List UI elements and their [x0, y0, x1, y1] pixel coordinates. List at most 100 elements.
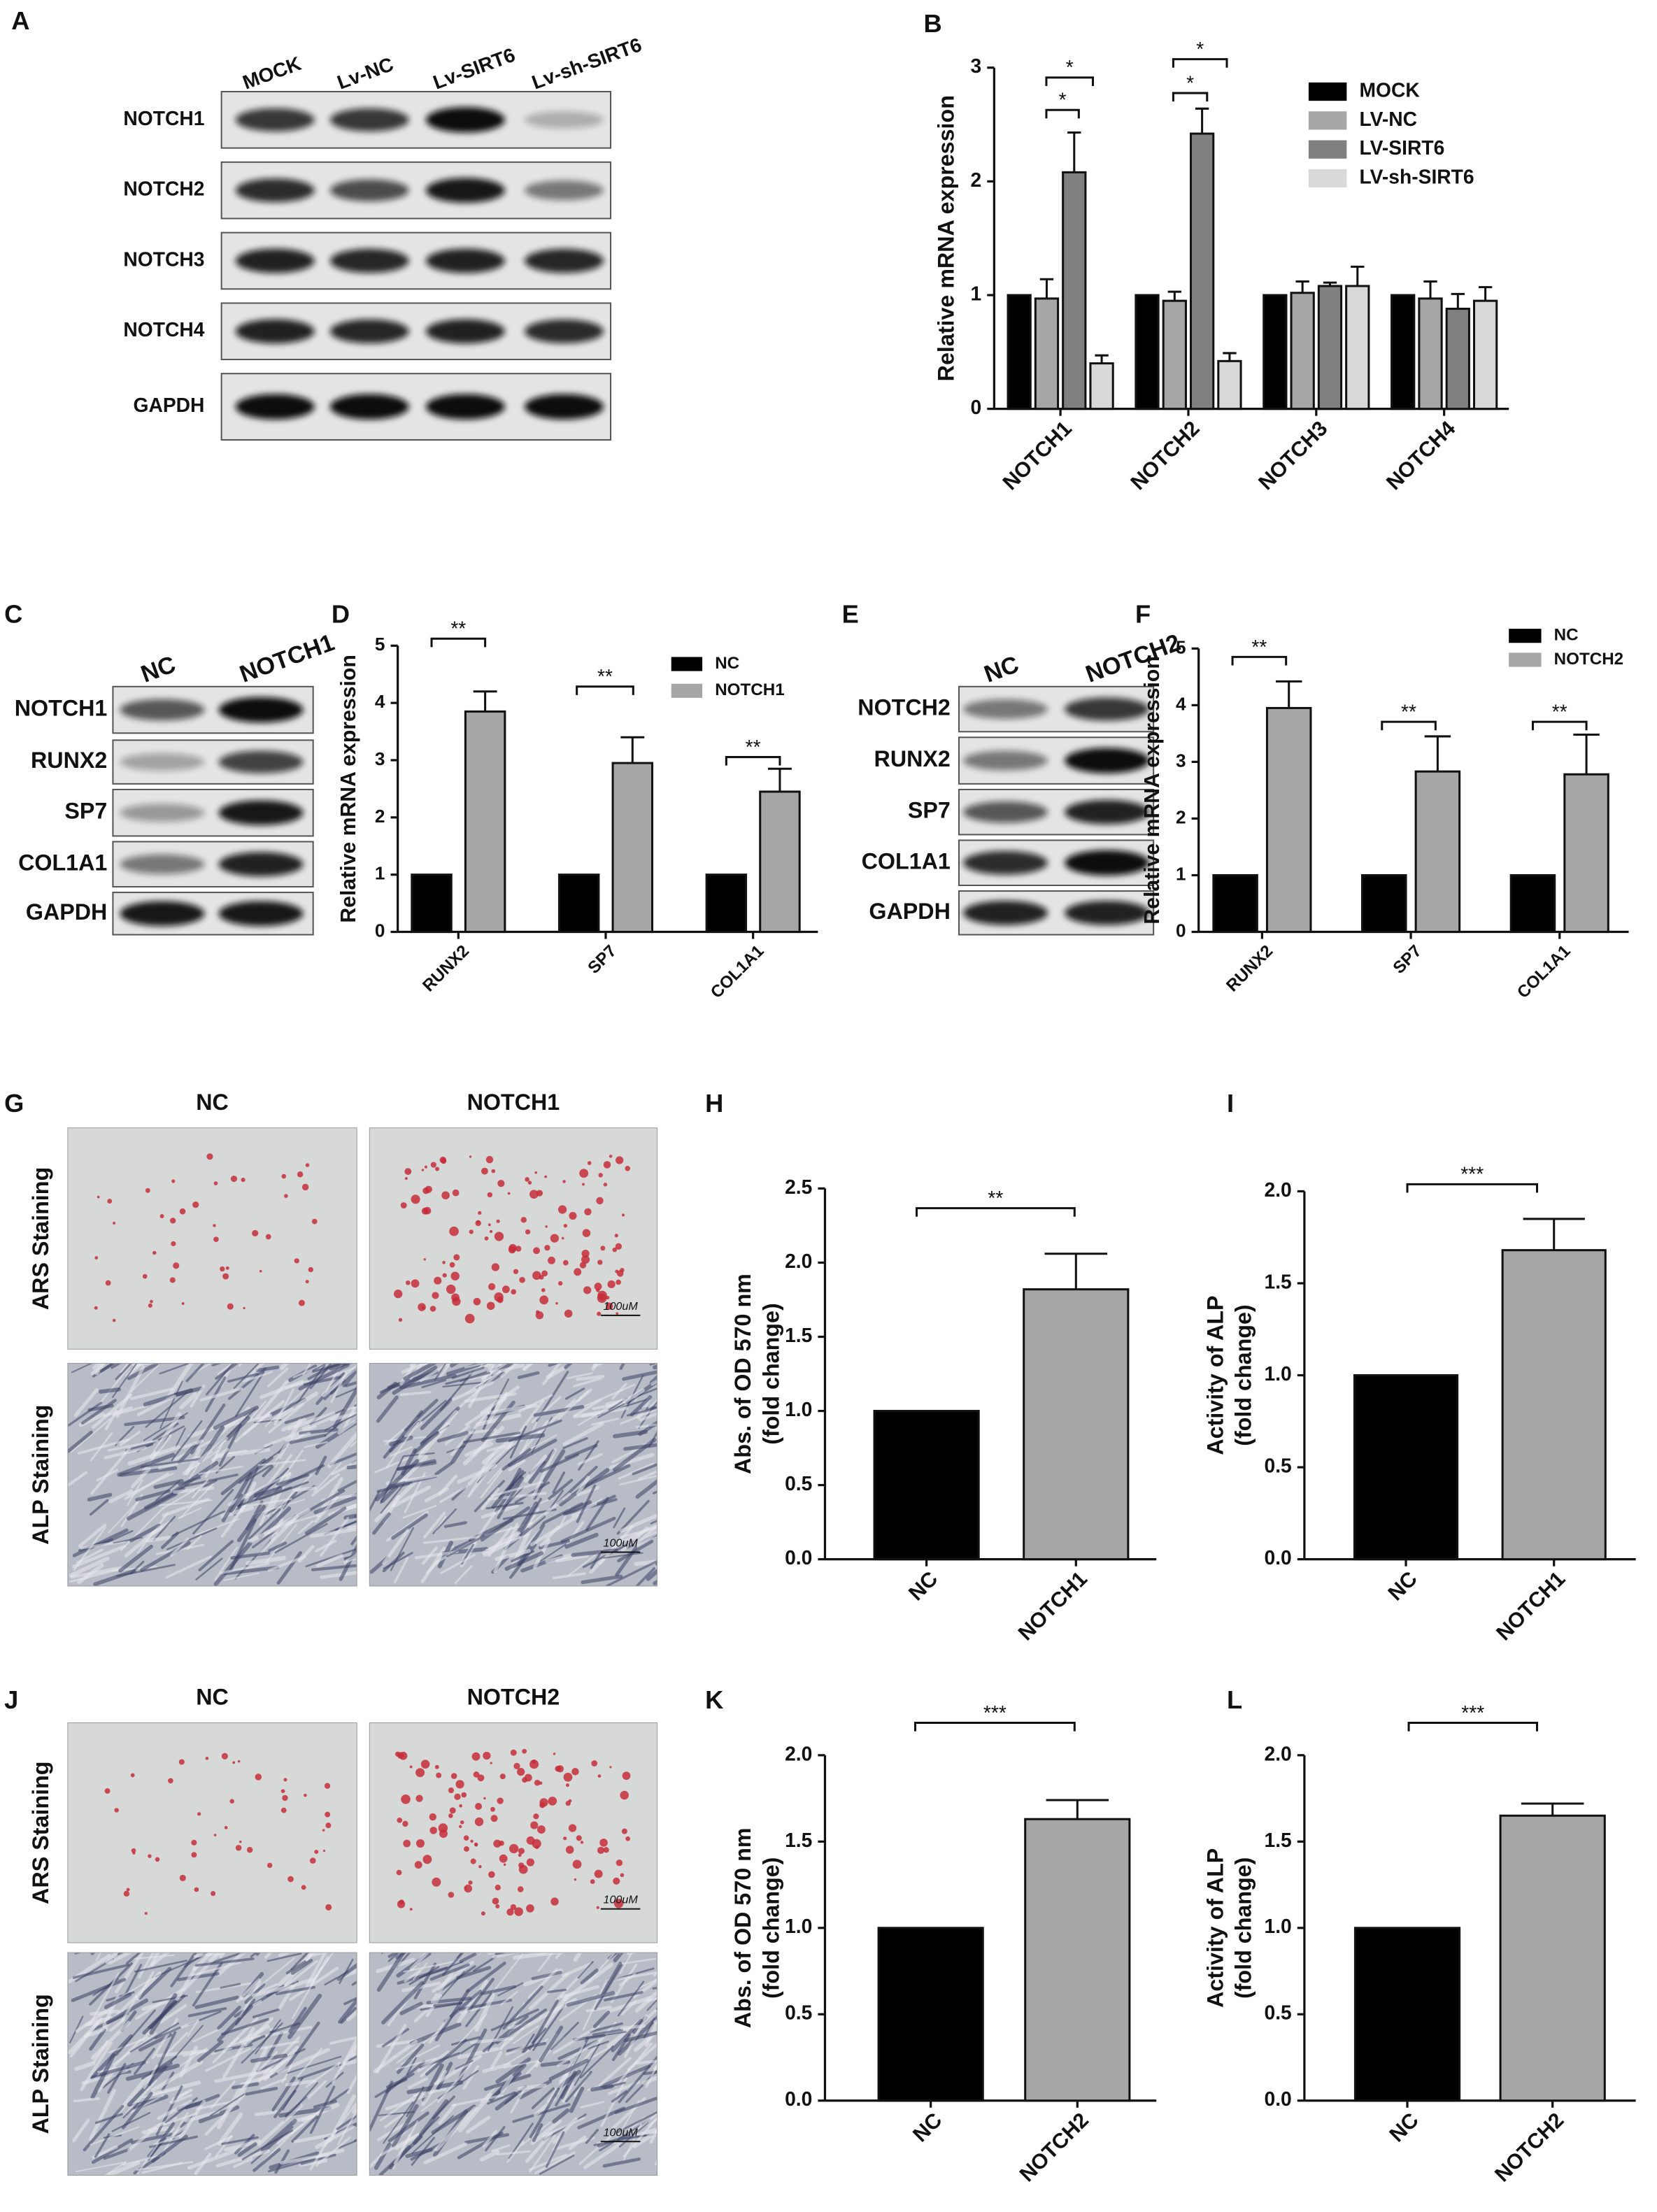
cell [276, 1474, 309, 1486]
cell [162, 2032, 188, 2058]
nodule [325, 1822, 332, 1829]
legend-swatch [1308, 82, 1347, 101]
cell [605, 1971, 657, 1983]
cell [369, 1490, 381, 1511]
cell [337, 2108, 357, 2146]
cell [234, 1411, 271, 1443]
cell [562, 1437, 588, 1450]
nodule [621, 1828, 627, 1834]
nodule [587, 1161, 592, 1165]
cell [517, 2083, 547, 2091]
cell [90, 1363, 106, 1376]
cell [94, 1363, 106, 1376]
cell [420, 2062, 437, 2078]
cell [182, 1436, 229, 1476]
nodule [536, 1190, 543, 1197]
nodule [535, 1846, 539, 1850]
cell [446, 1534, 485, 1558]
cell [315, 1455, 327, 1476]
cell [309, 1953, 334, 1986]
cell [603, 1552, 643, 1559]
band [425, 394, 505, 420]
cell [604, 1990, 643, 2001]
nodule [620, 1790, 629, 1800]
nodule [325, 1904, 332, 1911]
nodule [105, 1280, 111, 1286]
significance-bracket [1172, 92, 1209, 102]
nodule [170, 1218, 176, 1224]
cell [404, 1969, 421, 1983]
nodule [502, 1285, 510, 1294]
cell [129, 1387, 174, 1401]
nodule [490, 1806, 495, 1812]
cell [120, 1363, 129, 1373]
cell [134, 1960, 188, 1973]
bar [705, 873, 748, 934]
cell [98, 1387, 121, 1394]
cell [446, 1539, 473, 1554]
nodule [403, 1839, 411, 1848]
cell [462, 1432, 521, 1443]
nodule [171, 1241, 176, 1247]
nodule [168, 1778, 173, 1784]
cell [527, 1968, 558, 1999]
cell [70, 1418, 111, 1453]
nodule [581, 1255, 590, 1264]
nodule [265, 1234, 271, 1240]
nodule [491, 1263, 500, 1271]
significance-label: * [1059, 89, 1067, 111]
error-bar [1351, 265, 1365, 286]
nodule [259, 1269, 262, 1273]
cell [175, 1427, 186, 1448]
cell [91, 2138, 134, 2164]
nodule [235, 1844, 242, 1851]
cell [469, 2036, 514, 2044]
band [963, 801, 1048, 823]
cell [285, 2021, 320, 2069]
cell [571, 1499, 603, 1518]
nodule [452, 1297, 461, 1306]
y-tick-label: 1.0 [1264, 1915, 1291, 1937]
cell [457, 2131, 504, 2160]
cell [423, 2142, 468, 2164]
nodule [397, 1900, 406, 1908]
y-axis-label: Relative mRNA expression [337, 655, 360, 922]
cell [480, 2150, 500, 2162]
cell [387, 2111, 429, 2143]
cell [464, 2133, 510, 2144]
nodule [510, 1749, 517, 1756]
cell [408, 2077, 429, 2089]
cell [338, 2139, 357, 2149]
cell [492, 1953, 524, 1994]
cell [569, 2086, 585, 2113]
significance-bracket [1407, 1721, 1539, 1732]
nodule [243, 1306, 246, 1310]
band [963, 850, 1048, 875]
row-label: ALP Staining [28, 1994, 53, 2134]
cell [509, 1425, 527, 1459]
nodule [464, 1313, 475, 1324]
cell [632, 2129, 657, 2148]
cell [531, 1971, 562, 1981]
panel-letter: D [332, 600, 350, 629]
cell [194, 1995, 239, 2009]
nodule [464, 1846, 469, 1852]
nodule [446, 1284, 456, 1294]
nodule [94, 1256, 99, 1260]
cell [124, 1415, 185, 1427]
nodule [130, 1773, 135, 1778]
cell [75, 2161, 127, 2173]
cell [69, 1556, 110, 1578]
nodule [481, 1167, 488, 1175]
cell [457, 1464, 497, 1484]
cell [253, 2148, 281, 2172]
nodule [429, 1813, 436, 1821]
bar [1445, 308, 1470, 411]
cell [600, 2077, 627, 2127]
nodule [621, 1213, 625, 1217]
cell [243, 1371, 273, 1383]
nodule [530, 1821, 539, 1829]
cell [381, 2027, 410, 2048]
cell [94, 2133, 111, 2158]
legend-label: LV-NC [1359, 108, 1417, 130]
